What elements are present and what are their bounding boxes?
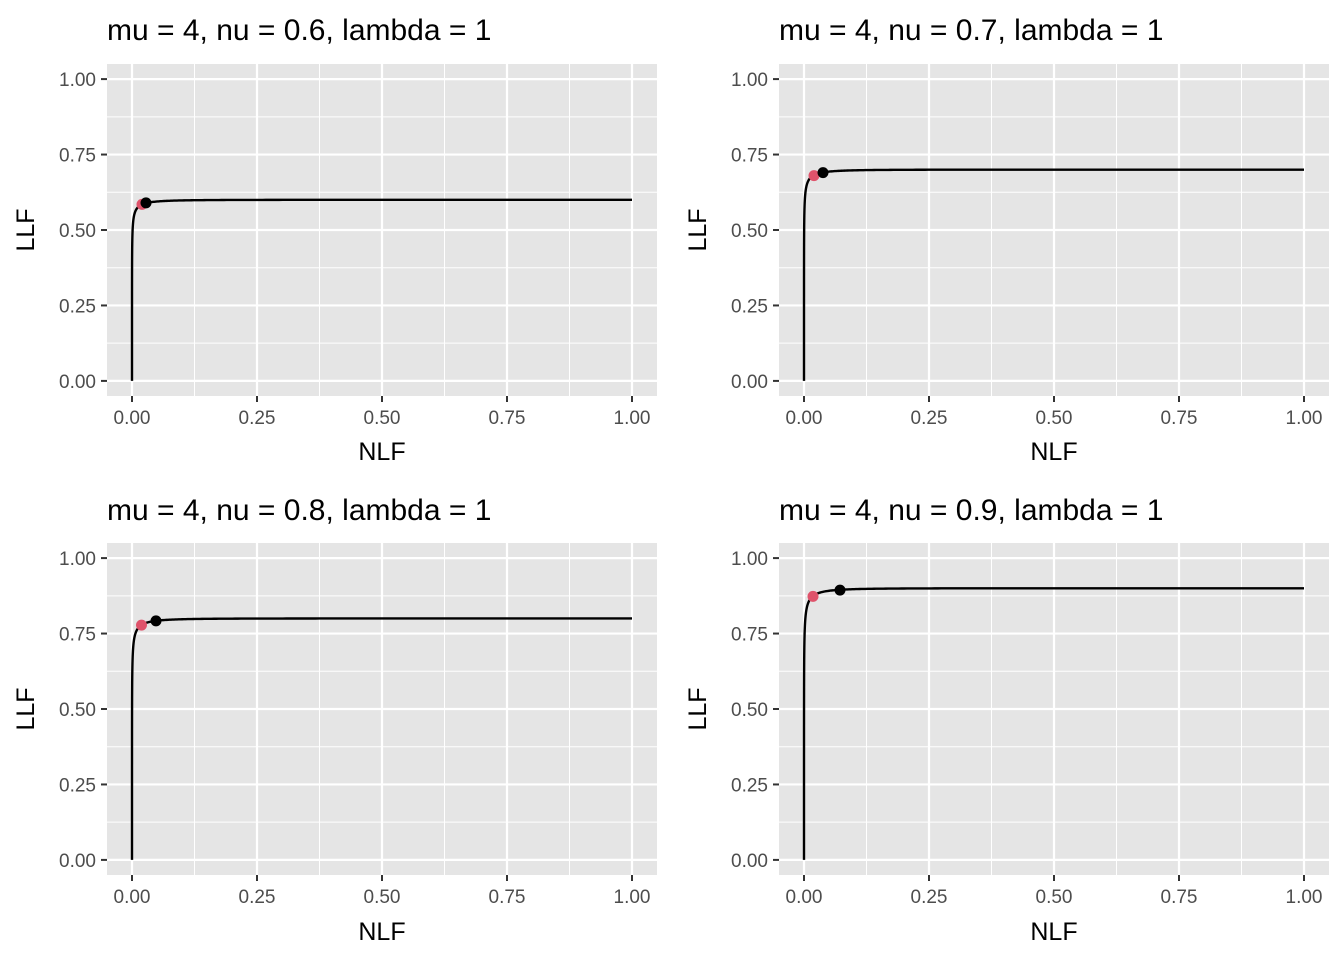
y-tick-label: 0.75 (59, 146, 96, 167)
x-tick-label: 0.25 (911, 887, 948, 908)
operating-point-red (807, 590, 819, 602)
x-tick-label: 0.25 (239, 887, 276, 908)
operating-point-red (136, 619, 147, 631)
x-tick-label: 0.75 (489, 887, 526, 908)
x-axis-label: NLF (358, 438, 405, 466)
y-axis-label: LLF (12, 208, 40, 251)
y-axis-label: LLF (684, 208, 712, 251)
x-tick-label: 0.00 (114, 408, 151, 429)
operating-point-black (140, 197, 152, 209)
x-tick-label: 1.00 (1286, 408, 1323, 429)
operating-point-black (817, 167, 829, 179)
x-axis-label: NLF (1030, 438, 1077, 466)
y-tick-label: 0.00 (59, 372, 96, 393)
y-tick-label: 1.00 (731, 70, 768, 91)
chart-title: mu = 4, nu = 0.7, lambda = 1 (779, 14, 1163, 47)
x-tick-label: 0.00 (786, 887, 823, 908)
y-tick-label: 0.25 (731, 296, 768, 317)
y-tick-label: 0.50 (59, 221, 96, 242)
y-tick-label: 1.00 (59, 70, 96, 91)
chart-title: mu = 4, nu = 0.6, lambda = 1 (107, 14, 491, 47)
y-tick-label: 0.75 (59, 625, 96, 646)
y-tick-label: 0.50 (731, 221, 768, 242)
y-tick-label: 1.00 (59, 549, 96, 570)
x-tick-label: 0.50 (364, 887, 401, 908)
operating-point-black (834, 584, 846, 596)
x-axis-label: NLF (358, 918, 405, 946)
y-tick-label: 0.25 (59, 296, 96, 317)
y-axis-label: LLF (12, 687, 40, 730)
x-tick-label: 0.50 (1036, 408, 1073, 429)
operating-point-black (150, 615, 162, 627)
x-tick-label: 0.00 (114, 887, 151, 908)
x-tick-label: 0.25 (911, 408, 948, 429)
y-tick-label: 0.25 (59, 775, 96, 796)
y-tick-label: 0.00 (59, 851, 96, 872)
x-tick-label: 0.75 (1161, 408, 1198, 429)
y-tick-label: 0.50 (59, 700, 96, 721)
x-tick-label: 0.25 (239, 408, 276, 429)
chart-panel-2: mu = 4, nu = 0.7, lambda = 1 0.00 0.25 0.50… (684, 14, 1329, 466)
x-tick-label: 1.00 (1286, 887, 1323, 908)
roc-curve (130, 617, 632, 860)
y-tick-label: 0.50 (731, 700, 768, 721)
x-tick-label: 1.00 (614, 408, 651, 429)
y-tick-label: 1.00 (731, 549, 768, 570)
chart-panel-4: mu = 4, nu = 0.9, lambda = 1 0.00 0.25 0.50… (684, 494, 1329, 946)
x-tick-label: 0.50 (364, 408, 401, 429)
chart-title: mu = 4, nu = 0.9, lambda = 1 (779, 494, 1163, 527)
y-tick-label: 0.25 (731, 775, 768, 796)
operating-point-red (808, 170, 820, 182)
roc-curve (802, 587, 1304, 860)
chart-panel-3: mu = 4, nu = 0.8, lambda = 1 0.00 0.25 0.50… (12, 494, 657, 946)
y-tick-label: 0.75 (731, 146, 768, 167)
y-axis-label: LLF (684, 687, 712, 730)
x-tick-label: 0.75 (1161, 887, 1198, 908)
x-tick-label: 0.75 (489, 408, 526, 429)
chart-panel-1: mu = 4, nu = 0.6, lambda = 1 0.00 0.25 0.50… (12, 14, 657, 466)
y-tick-label: 0.00 (731, 851, 768, 872)
chart-title: mu = 4, nu = 0.8, lambda = 1 (107, 494, 491, 527)
x-tick-label: 1.00 (614, 887, 651, 908)
x-axis-label: NLF (1030, 918, 1077, 946)
y-tick-label: 0.00 (731, 372, 768, 393)
x-tick-label: 0.00 (786, 408, 823, 429)
x-tick-label: 0.50 (1036, 887, 1073, 908)
y-tick-label: 0.75 (731, 625, 768, 646)
